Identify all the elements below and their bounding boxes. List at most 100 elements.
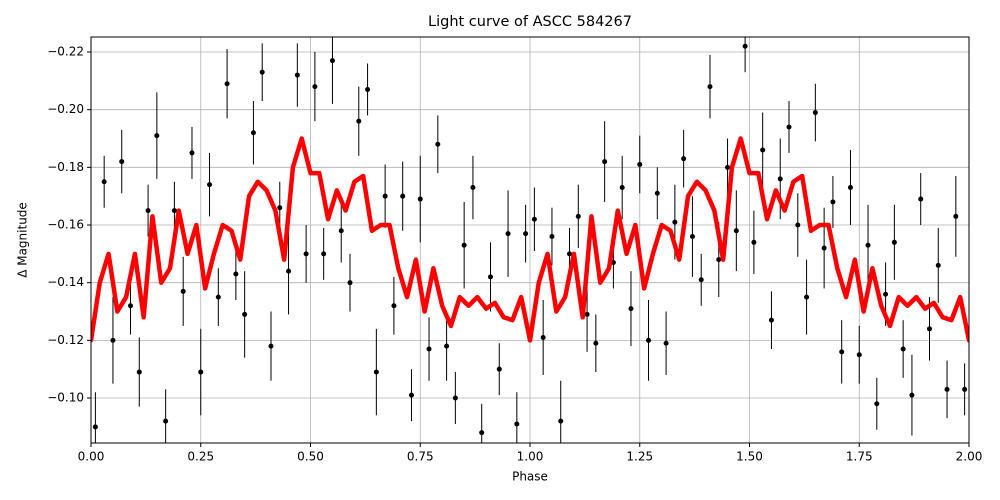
data-point (602, 159, 608, 165)
data-point (452, 395, 458, 401)
x-tick-label: 0.00 (78, 450, 105, 464)
model-line (91, 136, 969, 343)
data-point (584, 311, 590, 317)
data-point (918, 196, 924, 202)
data-point (900, 346, 906, 352)
data-point (567, 251, 573, 257)
data-point (558, 418, 564, 424)
data-point (329, 58, 335, 64)
data-point (250, 130, 256, 136)
data-point (523, 231, 529, 237)
data-point (672, 219, 678, 225)
data-point (646, 337, 652, 343)
data-point (751, 239, 757, 245)
chart-title: Light curve of ASCC 584267 (428, 14, 632, 30)
data-point (426, 346, 432, 352)
y-tick-label: −0.18 (47, 160, 84, 174)
data-point (786, 124, 792, 130)
data-point (365, 86, 371, 92)
data-point (935, 262, 941, 268)
data-point (233, 271, 239, 277)
data-point (215, 294, 221, 300)
y-tick-label: −0.22 (47, 44, 84, 58)
data-point (119, 159, 125, 165)
data-point (742, 43, 748, 49)
data-point (286, 268, 292, 274)
data-point (944, 386, 950, 392)
y-tick-label: −0.10 (47, 391, 84, 405)
data-point (207, 182, 213, 188)
data-point (874, 401, 880, 407)
data-point (514, 421, 520, 427)
data-point (268, 343, 274, 349)
x-tick-label: 1.25 (626, 450, 653, 464)
data-point (303, 251, 309, 257)
data-point (259, 69, 265, 75)
data-point (487, 274, 493, 280)
data-point (224, 81, 230, 87)
data-point (883, 291, 889, 297)
data-point (391, 303, 397, 309)
data-point (496, 366, 502, 372)
data-point (628, 306, 634, 312)
data-point (926, 326, 932, 332)
y-tick-label: −0.16 (47, 218, 84, 232)
plot-area (91, 37, 969, 443)
y-tick-label: −0.14 (47, 275, 84, 289)
data-point (856, 352, 862, 358)
data-point (891, 239, 897, 245)
data-point (681, 156, 687, 162)
x-tick-label: 2.00 (956, 450, 983, 464)
data-point (953, 213, 959, 219)
data-point (321, 251, 327, 257)
data-point (698, 277, 704, 283)
data-point (470, 185, 476, 191)
data-point (654, 190, 660, 196)
data-point (128, 303, 134, 309)
data-point (531, 216, 537, 222)
data-point (962, 386, 968, 392)
data-point (180, 288, 186, 294)
x-tick-label: 0.50 (297, 450, 324, 464)
data-point (847, 185, 853, 191)
data-point (347, 280, 353, 286)
data-point (435, 141, 441, 147)
data-point (549, 234, 555, 240)
x-tick-label: 1.50 (736, 450, 763, 464)
data-point (338, 228, 344, 234)
data-point (505, 231, 511, 237)
data-point (145, 208, 151, 214)
data-point (198, 369, 204, 375)
data-point (804, 294, 810, 300)
data-point (242, 311, 248, 317)
data-point (110, 337, 116, 343)
data-point (619, 185, 625, 191)
data-point (408, 392, 414, 398)
data-point (689, 234, 695, 240)
data-point (101, 179, 107, 185)
data-point (312, 84, 318, 90)
data-point (777, 176, 783, 182)
data-point (189, 150, 195, 156)
x-tick-label: 1.75 (846, 450, 873, 464)
data-point (154, 133, 160, 139)
data-point (865, 242, 871, 248)
x-axis-label: Phase (512, 470, 548, 484)
data-point (812, 110, 818, 116)
data-point (417, 196, 423, 202)
data-point (707, 84, 713, 90)
data-point (163, 418, 169, 424)
data-point (795, 222, 801, 228)
data-point (575, 213, 581, 219)
data-point (909, 392, 915, 398)
data-point (92, 424, 98, 430)
data-point (821, 245, 827, 251)
data-point (444, 343, 450, 349)
data-point (725, 164, 731, 170)
data-point (294, 72, 300, 78)
data-point (479, 430, 485, 436)
data-point (663, 340, 669, 346)
data-point (461, 242, 467, 248)
x-tick-label: 0.25 (187, 450, 214, 464)
